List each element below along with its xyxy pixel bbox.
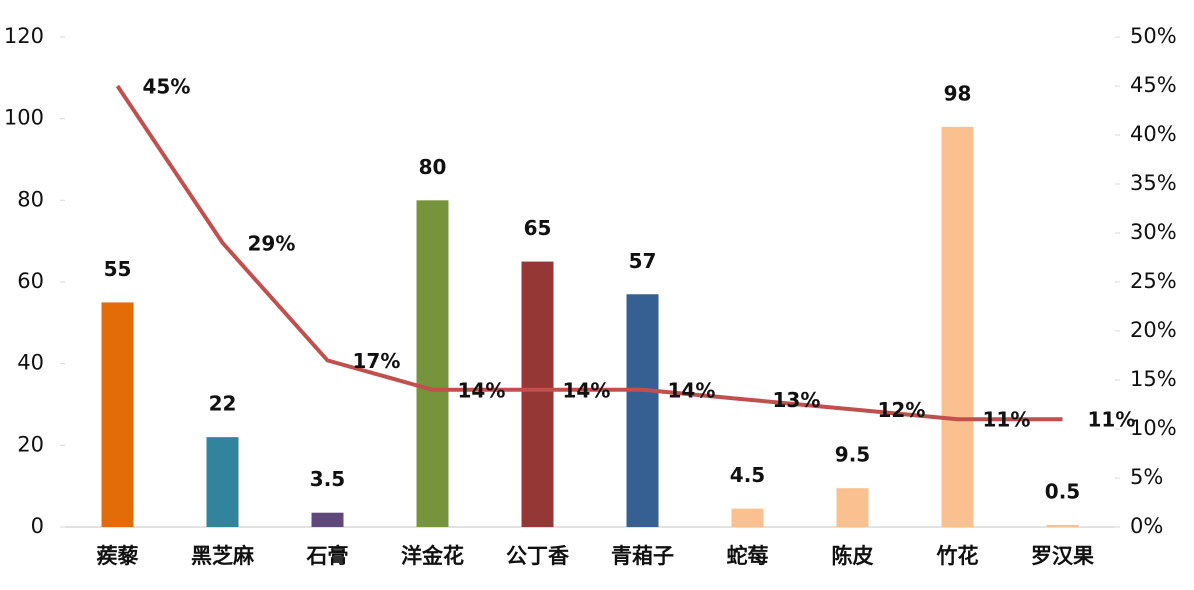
y2-tick-label: 35% <box>1130 171 1177 195</box>
bar-value-label: 65 <box>524 216 552 240</box>
line-value-label: 17% <box>353 349 401 373</box>
bar <box>731 508 764 527</box>
x-tick-label: 洋金花 <box>401 544 464 568</box>
bar <box>1046 524 1079 527</box>
y2-tick-label: 30% <box>1130 220 1177 244</box>
y-tick-label: 80 <box>17 187 44 211</box>
y2-tick-label: 40% <box>1130 122 1177 146</box>
x-tick-label: 蛇莓 <box>727 544 769 568</box>
bar-value-label: 55 <box>104 257 132 281</box>
line-value-label: 14% <box>668 378 716 402</box>
line-value-label: 29% <box>248 231 296 255</box>
bar <box>941 126 974 527</box>
bar <box>311 512 344 527</box>
x-tick-label: 黑芝麻 <box>191 544 255 568</box>
x-tick-label: 青葙子 <box>611 544 674 568</box>
line-value-label: 14% <box>458 378 506 402</box>
bar <box>836 488 869 527</box>
bar <box>416 200 449 528</box>
x-tick-label: 陈皮 <box>832 544 874 568</box>
x-tick-label: 石膏 <box>306 544 349 568</box>
line-value-label: 11% <box>1088 408 1136 432</box>
y2-tick-label: 45% <box>1130 73 1177 97</box>
bar-value-label: 80 <box>419 155 447 179</box>
line-series <box>115 84 1063 422</box>
bar-value-label: 0.5 <box>1045 479 1080 503</box>
y-tick-label: 20 <box>17 432 44 456</box>
y-tick-label: 120 <box>4 24 44 48</box>
y-tick-label: 40 <box>17 351 44 375</box>
bar-value-label: 4.5 <box>730 463 765 487</box>
y2-tick-label: 25% <box>1130 269 1177 293</box>
bar <box>521 261 554 527</box>
y2-tick-label: 5% <box>1130 465 1163 489</box>
y-tick-label: 60 <box>17 269 44 293</box>
bar <box>626 294 659 527</box>
y2-tick-label: 0% <box>1130 514 1163 538</box>
y2-tick-label: 50% <box>1130 24 1177 48</box>
x-tick-label: 公丁香 <box>506 544 570 568</box>
x-tick-label: 竹花 <box>936 544 979 568</box>
x-tick-label: 蒺藜 <box>97 544 140 568</box>
line-value-label: 13% <box>773 388 821 412</box>
bar-value-label: 98 <box>944 81 972 105</box>
x-tick-label: 罗汉果 <box>1031 544 1094 568</box>
line-value-label: 45% <box>143 75 191 99</box>
line-value-label: 11% <box>983 408 1031 432</box>
bar-value-label: 22 <box>209 392 237 416</box>
line-value-label: 14% <box>563 378 611 402</box>
y-tick-label: 100 <box>4 106 44 130</box>
bar <box>101 302 134 527</box>
bar-value-label: 9.5 <box>835 443 870 467</box>
bar-value-label: 3.5 <box>310 467 345 491</box>
bar-value-label: 57 <box>629 249 657 273</box>
y2-tick-label: 15% <box>1130 367 1177 391</box>
y2-tick-label: 20% <box>1130 318 1177 342</box>
bar <box>206 437 239 527</box>
y2-tick-label: 10% <box>1130 416 1177 440</box>
line-value-label: 12% <box>878 398 926 422</box>
y-tick-label: 0 <box>31 514 44 538</box>
